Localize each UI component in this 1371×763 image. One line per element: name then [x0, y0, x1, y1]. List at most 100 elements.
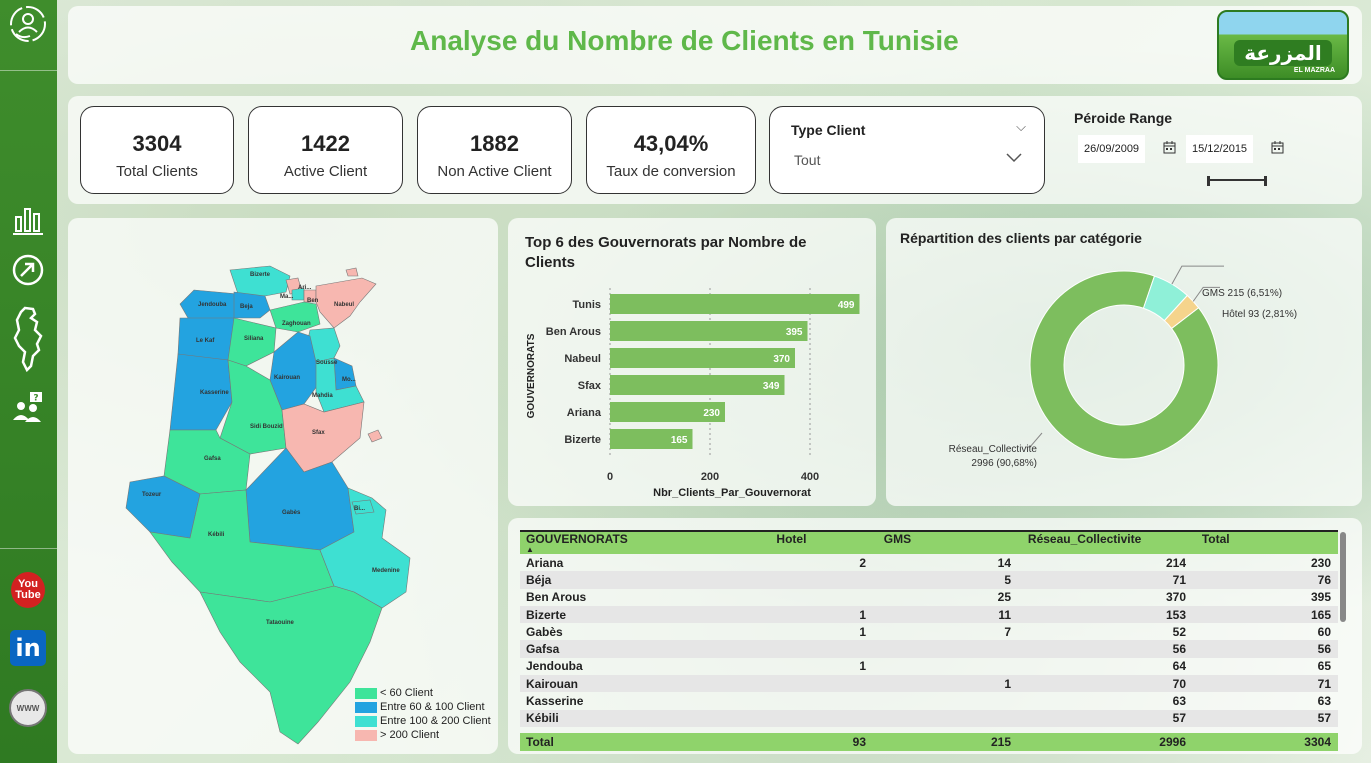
bar-chart-icon[interactable] [8, 200, 48, 240]
table-row[interactable]: Kairouan 1 70 71 [520, 675, 1338, 693]
col-header[interactable]: Total [1201, 532, 1230, 546]
period-end-value[interactable]: 15/12/2015 [1186, 135, 1254, 163]
bar[interactable] [610, 375, 785, 395]
col-header[interactable]: GOUVERNORATS ▲ [520, 532, 768, 554]
bar[interactable] [610, 321, 808, 341]
bar-category-label: Ariana [567, 407, 602, 419]
x-tick-label: 200 [701, 471, 719, 483]
table-row[interactable]: Jendouba 1 64 65 [520, 658, 1338, 675]
bar[interactable] [610, 294, 860, 314]
globe-icon[interactable]: WWW [8, 688, 48, 728]
col-header[interactable]: Hotel [776, 532, 807, 546]
table-row[interactable]: Bizerte 1 11 153 165 [520, 605, 1338, 624]
map-label: Gabès [282, 510, 301, 516]
map-label: Tataouine [266, 620, 295, 626]
period-start-value[interactable]: 26/09/2009 [1078, 135, 1146, 163]
el-mazraa-logo: المزرعة EL MAZRAA [1217, 10, 1349, 80]
bar-value-label: 165 [671, 435, 688, 446]
col-header[interactable]: Réseau_Collectivite [1027, 532, 1142, 546]
sort-asc-icon[interactable]: ▲ [526, 545, 534, 554]
leader-line [1192, 286, 1220, 302]
donut-slice[interactable] [1163, 294, 1200, 330]
table-scrollbar[interactable] [1340, 532, 1346, 622]
donut-slice[interactable] [1029, 270, 1219, 460]
logo-latin-text: EL MAZRAA [1293, 67, 1335, 74]
region-bizerte[interactable] [229, 265, 291, 297]
slice-label: Réseau_Collectivite [949, 444, 1038, 455]
table-row[interactable]: Kébili 57 57 [520, 709, 1338, 727]
region-kerkennah[interactable] [367, 429, 383, 443]
region-island[interactable] [345, 267, 359, 277]
period-end[interactable]: 15/12/2015 [1186, 134, 1284, 164]
y-axis-label: GOUVERNORATS [526, 333, 537, 418]
table-cell: 71 [1172, 572, 1186, 587]
table-row[interactable]: Kasserine 63 63 [520, 692, 1338, 709]
region-tataouine[interactable] [199, 585, 383, 745]
bar[interactable] [610, 402, 725, 422]
table-cell: 14 [997, 555, 1011, 570]
table-cell: Gafsa [526, 642, 560, 657]
table-cell: Bizerte [526, 607, 567, 622]
dropdown-chevron-icon[interactable] [1006, 151, 1022, 166]
type-client-selected[interactable]: Tout [794, 152, 821, 168]
sidebar: ? You Tube in WWW [0, 0, 57, 763]
chevron-down-icon[interactable]: ⌵ [1016, 119, 1026, 134]
map-label: Mahdia [312, 393, 333, 399]
table-cell: 65 [1317, 659, 1331, 674]
bar-value-label: 230 [703, 408, 720, 419]
users-question-icon[interactable]: ? [8, 388, 48, 428]
table-cell: 63 [1317, 694, 1331, 709]
map-label: Bi... [354, 506, 365, 512]
table-cell: 395 [1310, 590, 1331, 605]
table-cell: 57 [1317, 711, 1331, 726]
table-cell: 5 [1004, 572, 1011, 587]
table-row[interactable]: Béja 5 71 76 [520, 571, 1338, 589]
bar[interactable] [610, 429, 693, 449]
table-cell: Ariana [526, 555, 564, 570]
type-client-slicer[interactable]: Type Client ⌵ Tout [769, 106, 1045, 194]
range-handle-start[interactable] [1207, 176, 1210, 186]
map-label: Zaghouan [282, 321, 311, 327]
page-title: Analyse du Nombre de Clients en Tunisie [410, 25, 959, 56]
linkedin-icon[interactable]: in [8, 628, 48, 668]
map-label: Tozeur [142, 492, 162, 498]
region-zaghouan[interactable] [269, 301, 321, 333]
col-header[interactable]: GMS [883, 532, 912, 546]
slice-label: 2996 (90,68%) [971, 458, 1037, 469]
map-label: Ari... [298, 285, 312, 291]
bar-value-label: 349 [763, 381, 780, 392]
kpi-non-active-client: 1882 Non Active Client [417, 106, 572, 194]
table-cell: 64 [1172, 659, 1186, 674]
bar[interactable] [610, 348, 795, 368]
table-row[interactable]: Ariana 2 14 214 230 [520, 554, 1338, 571]
table-cell: Gabès [526, 624, 563, 639]
region-nabeul[interactable] [315, 277, 377, 329]
x-tick-label: 0 [607, 471, 613, 483]
calendar-icon[interactable] [1163, 141, 1176, 157]
period-start[interactable]: 26/09/2009 [1078, 134, 1176, 164]
region-mahdia[interactable] [315, 357, 365, 413]
period-range-slider[interactable] [1207, 176, 1267, 186]
region-medenine[interactable] [319, 487, 411, 609]
table-row[interactable]: Gabès 1 7 52 60 [520, 623, 1338, 640]
tunisia-map-icon[interactable] [8, 304, 48, 374]
region-beja[interactable] [233, 291, 271, 319]
map-label: Bizerte [250, 272, 271, 278]
kpi-total-clients: 3304 Total Clients [80, 106, 234, 194]
period-title: Péroide Range [1074, 110, 1173, 126]
table-cell: 1 [859, 659, 866, 674]
table-cell: Ben Arous [526, 590, 587, 605]
table-row[interactable]: Gafsa 56 56 [520, 640, 1338, 658]
tunisia-map[interactable]: Bizerte Ari... Ma... Ben Nabeul Jendouba… [120, 262, 420, 748]
bar-chart-title: Top 6 des Gouvernorats par Nombre de Cli… [525, 234, 807, 271]
calendar-icon[interactable] [1271, 141, 1284, 157]
region-djerba[interactable] [351, 499, 375, 515]
region-siliana[interactable] [227, 317, 277, 367]
youtube-icon[interactable]: You Tube [8, 570, 48, 610]
x-axis-label: Nbr_Clients_Par_Gouvernorat [653, 487, 811, 499]
map-label: Kairouan [274, 375, 300, 381]
range-handle-end[interactable] [1264, 176, 1267, 186]
table-row[interactable]: Ben Arous 25 370 395 [520, 589, 1338, 606]
user-cycle-icon[interactable] [8, 4, 48, 44]
growth-icon[interactable] [8, 250, 48, 290]
